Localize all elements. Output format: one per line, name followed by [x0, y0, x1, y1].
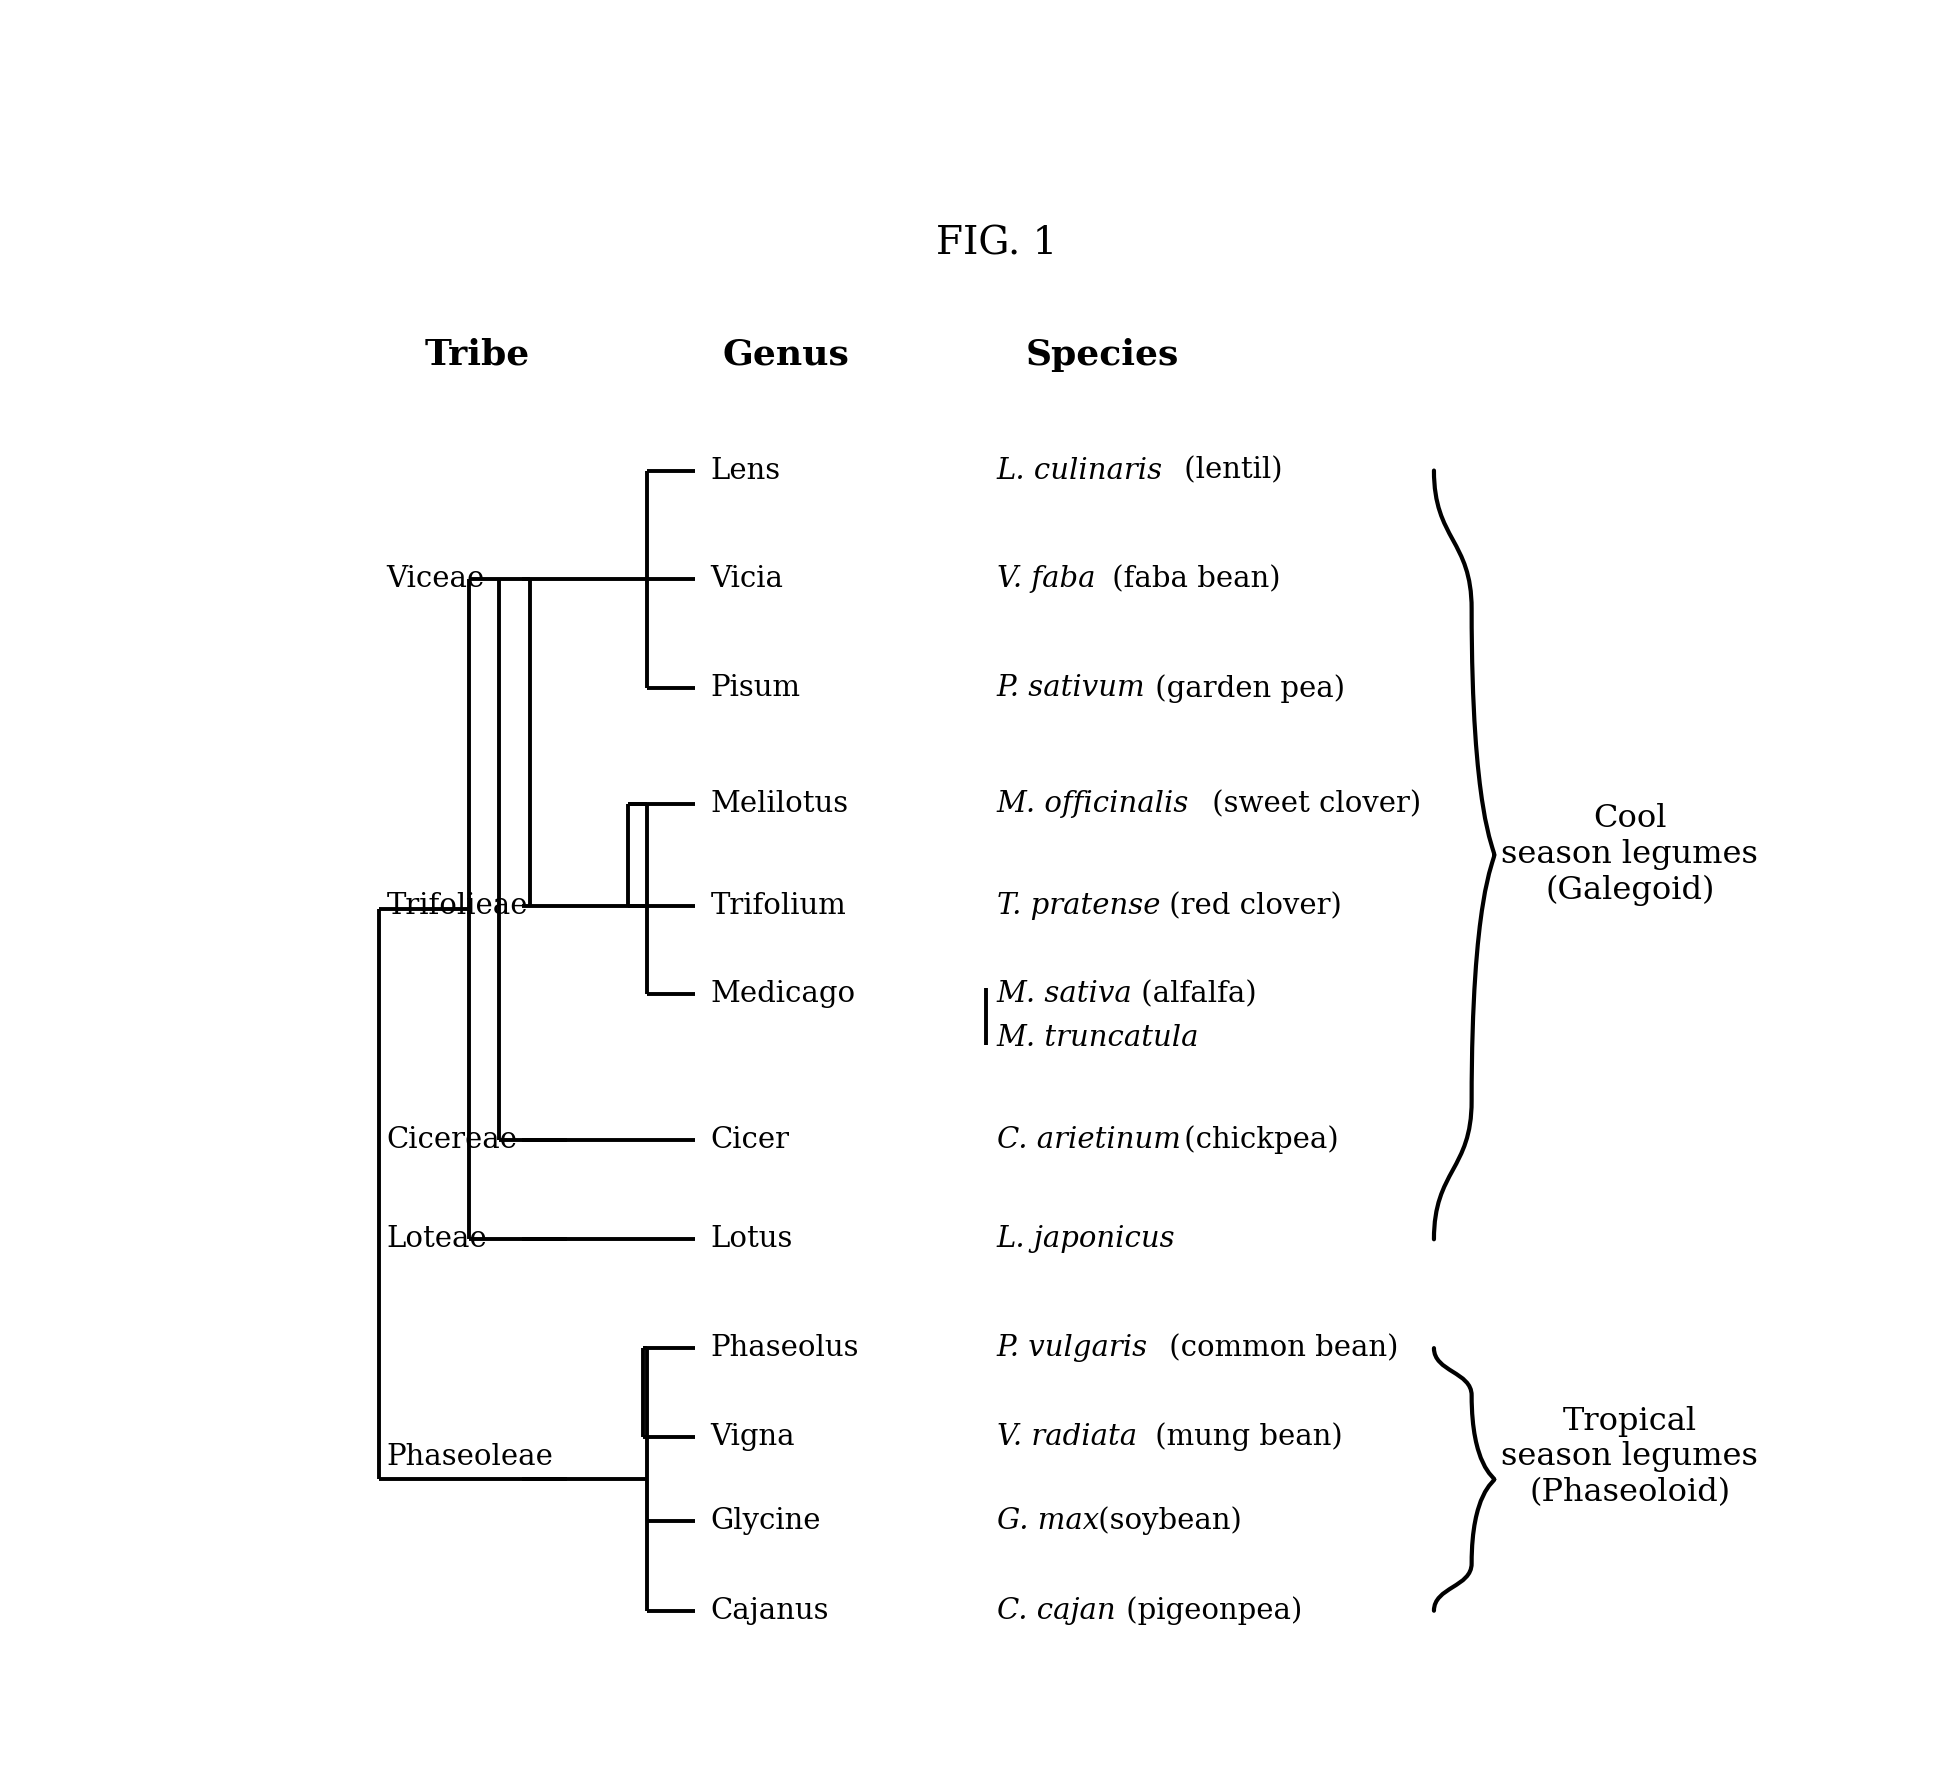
Text: C. arietinum: C. arietinum — [996, 1126, 1181, 1154]
Text: (faba bean): (faba bean) — [1103, 565, 1280, 594]
Text: Lens: Lens — [710, 456, 780, 484]
Text: C. cajan: C. cajan — [996, 1597, 1114, 1624]
Text: Pisum: Pisum — [710, 675, 801, 701]
Text: Trifolieae: Trifolieae — [387, 892, 527, 921]
Text: Vigna: Vigna — [710, 1422, 796, 1451]
Text: FIG. 1: FIG. 1 — [936, 226, 1058, 263]
Text: Tribe: Tribe — [424, 337, 529, 371]
Text: Genus: Genus — [722, 337, 850, 371]
Text: Cool
season legumes
(Galegoid): Cool season legumes (Galegoid) — [1502, 802, 1758, 906]
Text: Phaseoleae: Phaseoleae — [387, 1444, 552, 1470]
Text: Loteae: Loteae — [387, 1225, 486, 1253]
Text: (pigeonpea): (pigeonpea) — [1116, 1596, 1303, 1626]
Text: (lentil): (lentil) — [1175, 456, 1282, 484]
Text: G. max: G. max — [996, 1507, 1099, 1536]
Text: T. pratense: T. pratense — [996, 892, 1161, 921]
Text: (common bean): (common bean) — [1161, 1334, 1398, 1362]
Text: Cicer: Cicer — [710, 1126, 790, 1154]
Text: (red clover): (red clover) — [1161, 892, 1342, 921]
Text: Glycine: Glycine — [710, 1507, 821, 1536]
Text: P. vulgaris: P. vulgaris — [996, 1334, 1148, 1362]
Text: (garden pea): (garden pea) — [1146, 673, 1346, 703]
Text: Melilotus: Melilotus — [710, 790, 848, 818]
Text: Cicereae: Cicereae — [387, 1126, 517, 1154]
Text: Trifolium: Trifolium — [710, 892, 846, 921]
Text: (sweet clover): (sweet clover) — [1204, 790, 1422, 818]
Text: Cajanus: Cajanus — [710, 1597, 829, 1624]
Text: Phaseolus: Phaseolus — [710, 1334, 860, 1362]
Text: P. sativum: P. sativum — [996, 675, 1146, 701]
Text: L. culinaris: L. culinaris — [996, 456, 1163, 484]
Text: V. radiata: V. radiata — [996, 1422, 1138, 1451]
Text: M. sativa: M. sativa — [996, 981, 1132, 1009]
Text: M. officinalis: M. officinalis — [996, 790, 1188, 818]
Text: (mung bean): (mung bean) — [1146, 1422, 1342, 1451]
Text: (chickpea): (chickpea) — [1175, 1126, 1338, 1154]
Text: Medicago: Medicago — [710, 981, 856, 1009]
Text: Viceae: Viceae — [387, 565, 484, 594]
Text: V. faba: V. faba — [996, 565, 1095, 594]
Text: Lotus: Lotus — [710, 1225, 794, 1253]
Text: M. truncatula: M. truncatula — [996, 1023, 1200, 1051]
Text: L. japonicus: L. japonicus — [996, 1225, 1175, 1253]
Text: Species: Species — [1025, 337, 1179, 371]
Text: (soybean): (soybean) — [1089, 1507, 1241, 1536]
Text: Vicia: Vicia — [710, 565, 784, 594]
Text: (alfalfa): (alfalfa) — [1132, 981, 1256, 1009]
Text: Tropical
season legumes
(Phaseoloid): Tropical season legumes (Phaseoloid) — [1502, 1407, 1758, 1509]
